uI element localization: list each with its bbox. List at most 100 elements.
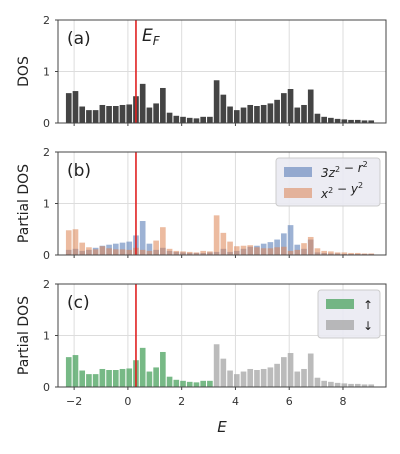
- bar: [274, 247, 280, 255]
- bar: [186, 251, 193, 255]
- legend-swatch: [326, 299, 354, 309]
- bar: [213, 215, 220, 255]
- bar: [301, 368, 307, 387]
- bar: [321, 380, 327, 387]
- bar: [112, 243, 119, 255]
- bar: [65, 230, 72, 255]
- legend: ↑↓: [317, 289, 381, 339]
- series-2: [65, 215, 375, 255]
- legend-label: 3z2 − r2: [321, 160, 368, 180]
- bar: [281, 93, 287, 123]
- bar: [247, 104, 254, 123]
- x-tick-label: 6: [286, 395, 293, 408]
- bar: [106, 106, 112, 123]
- bar: [99, 368, 106, 387]
- bar: [260, 368, 267, 387]
- bar: [200, 250, 207, 255]
- bar: [341, 252, 348, 255]
- bar: [207, 251, 213, 255]
- bar: [368, 120, 375, 123]
- bar: [200, 116, 207, 123]
- series-2: [213, 344, 375, 387]
- bar: [207, 116, 213, 123]
- bar: [166, 376, 173, 387]
- bar: [119, 249, 126, 255]
- bar: [153, 367, 159, 387]
- bar: [260, 248, 267, 255]
- bar: [166, 248, 173, 255]
- bar: [254, 370, 260, 387]
- bar: [193, 118, 200, 123]
- series-1: [65, 80, 375, 123]
- bar: [160, 351, 166, 387]
- bar: [92, 374, 99, 387]
- bar: [348, 252, 354, 255]
- y-tick-label: 2: [43, 278, 50, 291]
- bar: [220, 358, 227, 387]
- bar: [119, 368, 126, 387]
- bar: [180, 380, 186, 387]
- y-tick-label: 0: [43, 117, 50, 130]
- bar: [200, 380, 207, 387]
- bar: [267, 367, 274, 387]
- bar: [112, 106, 119, 123]
- bar: [287, 353, 294, 387]
- bar: [368, 253, 375, 255]
- fermi-level-label: EF: [142, 26, 161, 48]
- bar: [153, 103, 159, 123]
- bar: [314, 377, 321, 387]
- y-tick-label: 2: [43, 146, 50, 159]
- x-tick-label: 2: [178, 395, 185, 408]
- bar: [126, 241, 133, 255]
- legend-swatch: [284, 188, 312, 198]
- bar: [160, 87, 166, 123]
- bar: [321, 116, 327, 123]
- bar: [86, 247, 92, 255]
- bar: [173, 250, 180, 255]
- legend-label: x2 − y2: [320, 181, 363, 201]
- bar: [247, 368, 254, 387]
- bar: [294, 107, 301, 123]
- bar: [227, 106, 233, 123]
- bar: [334, 252, 341, 255]
- bar: [180, 116, 186, 123]
- bar: [334, 382, 341, 387]
- bar: [281, 357, 287, 387]
- y-tick-label: 1: [43, 330, 50, 343]
- legend-label: ↓: [363, 319, 373, 333]
- panel-label: (c): [67, 293, 90, 313]
- y-tick-label: 2: [43, 14, 50, 27]
- bar: [65, 357, 72, 387]
- bar: [139, 347, 146, 387]
- bar: [240, 107, 247, 123]
- bar: [294, 249, 301, 255]
- bar: [341, 383, 348, 387]
- bar: [254, 106, 260, 123]
- bar: [328, 251, 334, 255]
- bar: [186, 381, 193, 387]
- bar: [307, 353, 314, 387]
- bar: [260, 104, 267, 123]
- bar: [220, 232, 227, 255]
- bar: [72, 91, 79, 123]
- bar: [328, 117, 334, 123]
- bar: [213, 80, 220, 123]
- bar: [287, 89, 294, 123]
- bar: [368, 384, 375, 387]
- bar: [281, 233, 287, 255]
- bar: [146, 371, 153, 387]
- bar: [160, 227, 166, 255]
- bar: [281, 246, 287, 255]
- bar: [153, 240, 159, 255]
- bar: [99, 246, 106, 255]
- bar: [79, 242, 86, 255]
- bar: [92, 110, 99, 123]
- bar: [361, 384, 368, 387]
- bar: [126, 249, 133, 255]
- x-tick-label: 0: [124, 395, 131, 408]
- bar: [287, 225, 294, 255]
- bar: [314, 113, 321, 123]
